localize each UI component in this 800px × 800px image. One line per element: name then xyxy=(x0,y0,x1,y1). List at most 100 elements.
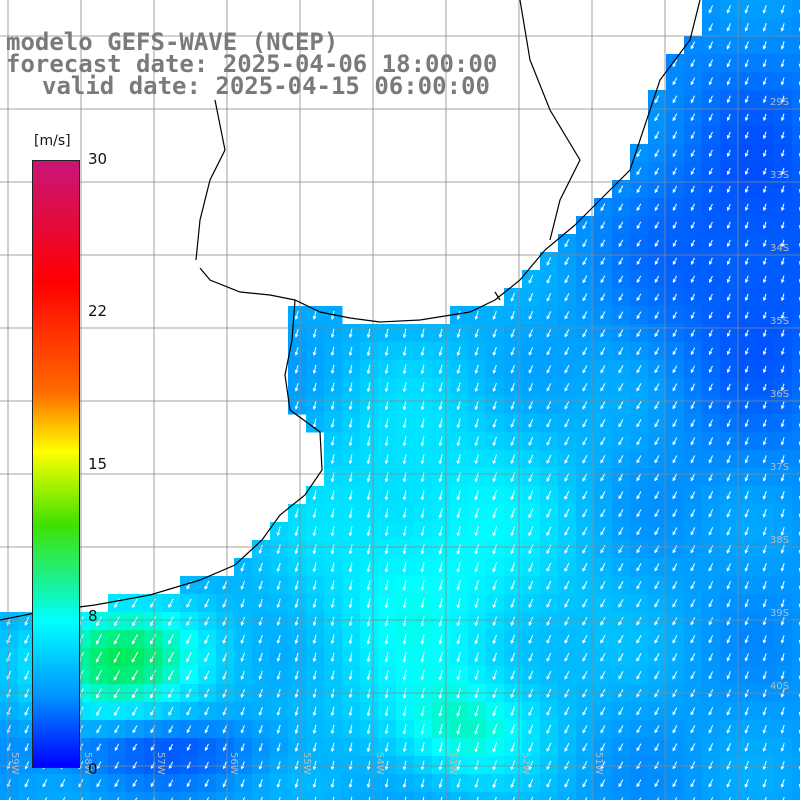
wind-arrow xyxy=(672,311,678,320)
wind-arrow xyxy=(312,562,317,573)
wind-arrow xyxy=(402,328,407,339)
wind-arrow xyxy=(780,419,785,428)
wind-cell xyxy=(792,756,800,775)
wind-arrow xyxy=(618,743,624,752)
wind-arrow xyxy=(528,760,534,771)
wind-arrow xyxy=(708,599,714,608)
colorbar-tick: 22 xyxy=(88,302,108,320)
wind-arrow xyxy=(420,400,425,411)
wind-arrow xyxy=(510,760,516,771)
wind-arrow xyxy=(636,383,642,392)
wind-cell xyxy=(792,594,800,613)
wind-arrow xyxy=(780,724,785,734)
wind-arrow xyxy=(510,400,515,410)
wind-arrow xyxy=(510,328,515,338)
wind-arrow xyxy=(474,580,479,591)
wind-arrow xyxy=(438,400,443,411)
wind-arrow xyxy=(366,400,371,411)
wind-cell xyxy=(720,792,739,800)
wind-arrow xyxy=(762,311,767,320)
wind-arrow xyxy=(114,743,120,752)
wind-arrow xyxy=(744,437,749,446)
wind-arrow xyxy=(780,544,785,554)
wind-arrow xyxy=(546,418,552,428)
wind-arrow xyxy=(636,203,642,212)
longitude-label: 51W xyxy=(593,752,604,775)
wind-arrow xyxy=(528,652,534,662)
wind-arrow xyxy=(492,634,497,645)
coastline-path xyxy=(0,299,323,621)
wind-arrow xyxy=(494,796,497,800)
wind-arrow xyxy=(672,617,678,626)
wind-arrow xyxy=(312,760,317,771)
wind-arrow xyxy=(564,293,570,302)
wind-arrow xyxy=(582,257,588,266)
wind-arrow xyxy=(762,760,767,770)
wind-arrow xyxy=(510,616,516,627)
wind-arrow xyxy=(672,329,678,338)
wind-arrow xyxy=(26,797,30,800)
wind-arrow xyxy=(618,329,624,338)
wind-arrow xyxy=(132,743,138,752)
wind-arrow xyxy=(690,401,696,410)
wind-arrow xyxy=(780,185,785,194)
wind-arrow xyxy=(780,563,785,572)
wind-arrow xyxy=(708,329,713,338)
wind-arrow xyxy=(744,599,749,608)
wind-arrow xyxy=(582,725,588,734)
wind-arrow xyxy=(186,598,192,608)
wind-arrow xyxy=(582,562,588,572)
wind-arrow xyxy=(384,526,389,537)
wind-arrow xyxy=(366,346,371,357)
wind-cell xyxy=(792,702,800,721)
wind-arrow xyxy=(726,401,731,410)
wind-arrow xyxy=(600,347,606,356)
wind-arrow xyxy=(42,779,48,788)
wind-arrow xyxy=(330,760,335,771)
wind-cell xyxy=(522,792,541,800)
wind-arrow xyxy=(618,347,624,356)
wind-arrow xyxy=(348,670,353,681)
wind-arrow xyxy=(366,580,371,591)
wind-arrow xyxy=(744,509,749,518)
wind-arrow xyxy=(330,742,335,753)
wind-arrow xyxy=(312,364,317,375)
wind-arrow xyxy=(438,616,443,627)
wind-cell xyxy=(54,792,73,800)
wind-arrow xyxy=(744,257,749,266)
wind-arrow xyxy=(366,418,371,429)
wind-arrow xyxy=(420,616,425,627)
wind-arrow xyxy=(384,580,389,591)
wind-arrow xyxy=(636,725,642,734)
wind-arrow xyxy=(456,346,461,357)
wind-arrow xyxy=(744,527,749,536)
wind-arrow xyxy=(474,705,479,717)
wind-arrow xyxy=(780,329,785,338)
wind-arrow xyxy=(366,508,371,519)
wind-arrow xyxy=(780,113,785,122)
wind-arrow xyxy=(780,455,785,464)
wind-arrow xyxy=(150,616,156,627)
wind-arrow xyxy=(528,634,534,644)
wind-arrow xyxy=(276,526,281,537)
wind-arrow xyxy=(672,653,678,662)
wind-arrow xyxy=(726,329,731,338)
wind-arrow xyxy=(402,634,407,645)
wind-arrow xyxy=(402,778,407,789)
wind-arrow xyxy=(780,293,785,302)
wind-cell xyxy=(612,792,631,800)
wind-arrow xyxy=(96,779,102,788)
wind-cell xyxy=(792,666,800,685)
wind-arrow xyxy=(744,671,749,680)
wind-arrow xyxy=(186,743,191,752)
wind-arrow xyxy=(548,796,552,800)
wind-arrow xyxy=(510,490,516,501)
wind-arrow xyxy=(582,652,588,662)
wind-arrow xyxy=(402,562,407,573)
wind-arrow xyxy=(113,633,121,645)
wind-cell xyxy=(234,792,253,800)
wind-arrow xyxy=(690,77,696,86)
wind-arrow xyxy=(672,419,678,428)
wind-arrow xyxy=(420,634,425,645)
wind-arrow xyxy=(600,670,606,680)
